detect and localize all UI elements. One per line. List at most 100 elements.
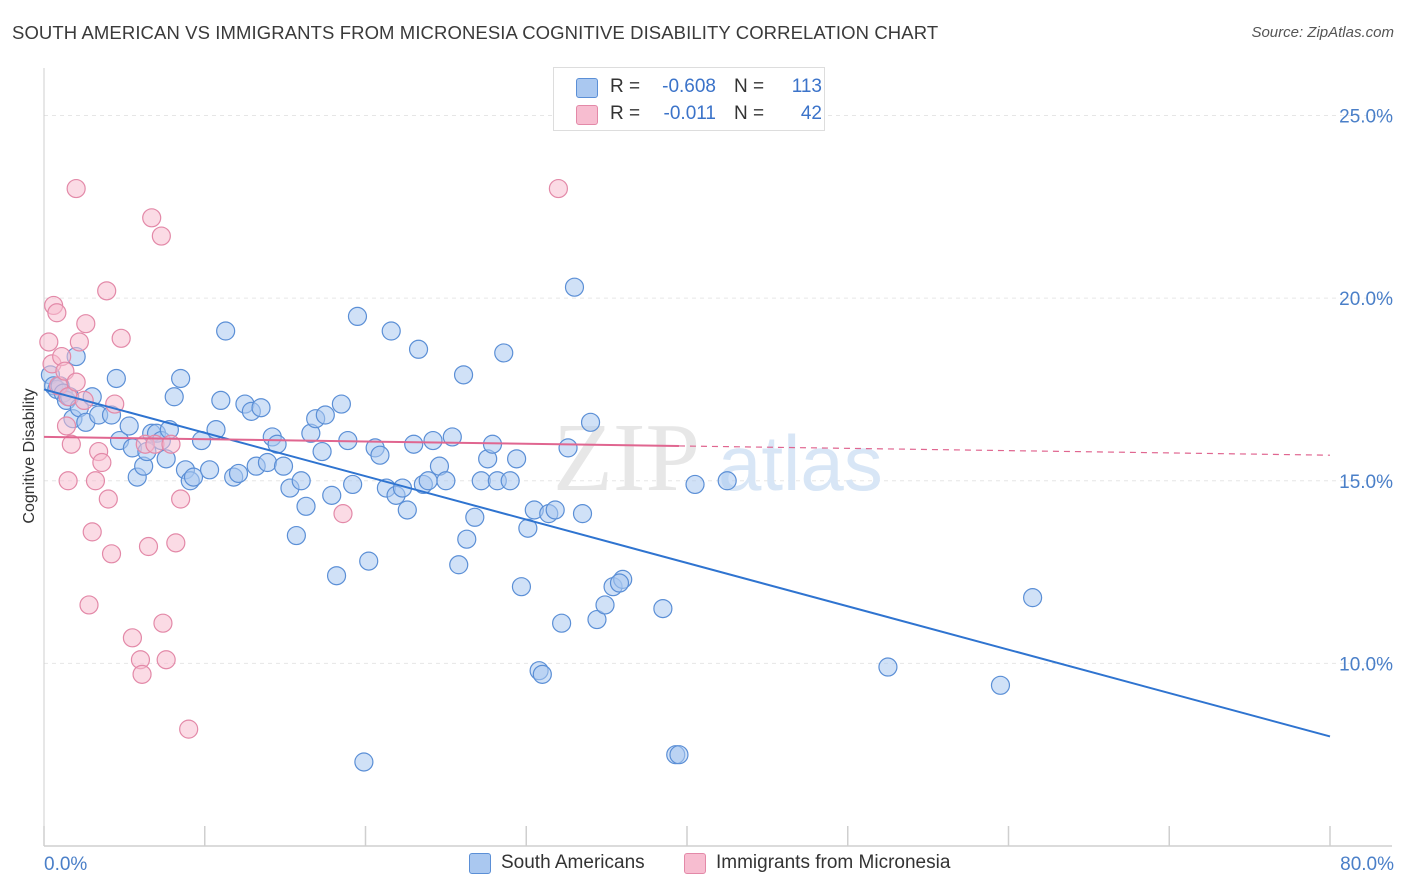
point-south-american xyxy=(423,430,443,451)
point-micronesia xyxy=(39,332,59,352)
point-south-american xyxy=(354,752,374,772)
point-south-american xyxy=(442,427,462,447)
point-south-american xyxy=(199,460,220,480)
legend-swatch-pink xyxy=(576,105,598,125)
point-south-american xyxy=(990,675,1011,695)
point-south-american xyxy=(315,405,335,425)
point-micronesia xyxy=(82,522,102,542)
point-micronesia xyxy=(171,489,191,509)
point-south-american xyxy=(211,390,231,411)
point-south-american xyxy=(653,598,673,619)
point-south-american xyxy=(216,321,236,341)
point-south-american xyxy=(251,398,271,418)
legend-swatch-blue xyxy=(469,853,491,874)
legend-label: South Americans xyxy=(501,852,645,873)
point-south-american xyxy=(322,485,342,505)
point-micronesia xyxy=(153,613,173,633)
x-tick-label-min: 0.0% xyxy=(44,854,87,875)
trend-line-south-americans xyxy=(43,388,1331,738)
point-micronesia xyxy=(179,719,199,739)
point-micronesia xyxy=(151,226,171,246)
point-south-american xyxy=(119,416,139,436)
n-label: N = xyxy=(734,103,765,124)
point-south-american xyxy=(397,500,417,520)
point-micronesia xyxy=(111,328,131,348)
point-micronesia xyxy=(58,471,78,491)
point-south-american xyxy=(511,577,532,597)
point-south-american xyxy=(878,657,898,677)
point-south-american xyxy=(558,438,578,458)
point-south-american xyxy=(164,387,184,407)
r-label: R = xyxy=(610,103,641,124)
point-micronesia xyxy=(548,178,569,199)
source-credit: Source: ZipAtlas.com xyxy=(1251,24,1394,41)
point-micronesia xyxy=(61,434,81,454)
point-south-american xyxy=(449,555,469,575)
point-south-american xyxy=(286,525,306,546)
point-south-american xyxy=(359,551,379,571)
r-value: -0.608 xyxy=(662,76,716,97)
point-micronesia xyxy=(122,628,143,648)
point-south-american xyxy=(500,471,520,491)
point-micronesia xyxy=(56,416,77,436)
point-south-american xyxy=(257,452,278,473)
point-micronesia xyxy=(105,394,125,414)
point-south-american xyxy=(273,456,294,476)
r-label: R = xyxy=(610,76,641,97)
point-micronesia xyxy=(79,595,99,615)
point-south-american xyxy=(347,306,368,327)
point-micronesia xyxy=(333,504,353,524)
point-south-american xyxy=(381,321,401,341)
point-micronesia xyxy=(132,664,152,684)
point-south-american xyxy=(171,368,191,389)
point-south-american xyxy=(580,412,601,432)
point-south-american xyxy=(343,474,363,495)
point-micronesia xyxy=(85,471,106,491)
point-south-american xyxy=(404,434,424,454)
x-ticks xyxy=(43,826,1331,846)
point-micronesia xyxy=(97,281,117,301)
legend-swatch-blue xyxy=(576,78,598,98)
y-tick-label: 25.0% xyxy=(1339,107,1393,128)
trend-lines xyxy=(43,388,1331,738)
point-south-american xyxy=(572,504,593,524)
point-south-american xyxy=(183,467,204,487)
y-tick-labels: 10.0% 15.0% 20.0% 25.0% xyxy=(1339,107,1393,676)
legend-swatch-pink xyxy=(684,853,706,874)
point-south-american xyxy=(436,471,456,491)
watermark-zip: ZIP xyxy=(553,404,700,512)
point-south-american xyxy=(669,745,689,765)
point-south-american xyxy=(532,664,552,684)
point-south-american xyxy=(453,365,474,385)
point-south-american xyxy=(370,445,390,465)
point-south-american xyxy=(507,449,527,469)
point-micronesia xyxy=(69,332,89,352)
axes xyxy=(43,68,1392,847)
grid-lines xyxy=(44,115,1392,664)
point-micronesia xyxy=(76,314,96,334)
point-south-american xyxy=(408,339,429,359)
point-south-american xyxy=(552,613,572,633)
y-tick-label: 20.0% xyxy=(1339,289,1393,310)
series-micronesia xyxy=(39,178,569,739)
point-micronesia xyxy=(47,303,67,323)
point-south-american xyxy=(296,496,316,516)
point-micronesia xyxy=(142,208,162,228)
stats-legend: R = -0.608 N = 113 R = -0.011 N = 42 xyxy=(553,67,825,131)
watermark-atlas: atlas xyxy=(718,419,883,507)
point-micronesia xyxy=(101,544,122,564)
x-tick-label-max: 80.0% xyxy=(1340,854,1394,875)
chart-title: SOUTH AMERICAN VS IMMIGRANTS FROM MICRON… xyxy=(12,22,939,43)
point-south-american xyxy=(457,529,477,549)
y-tick-label: 15.0% xyxy=(1339,472,1393,493)
point-micronesia xyxy=(92,452,112,473)
point-south-american xyxy=(465,507,485,527)
watermark: ZIP atlas xyxy=(553,404,883,512)
point-south-american xyxy=(1023,588,1043,608)
point-south-american xyxy=(609,573,630,593)
point-south-american xyxy=(331,394,351,414)
n-label: N = xyxy=(734,76,765,97)
point-micronesia xyxy=(156,650,176,670)
r-value: -0.011 xyxy=(663,103,716,124)
